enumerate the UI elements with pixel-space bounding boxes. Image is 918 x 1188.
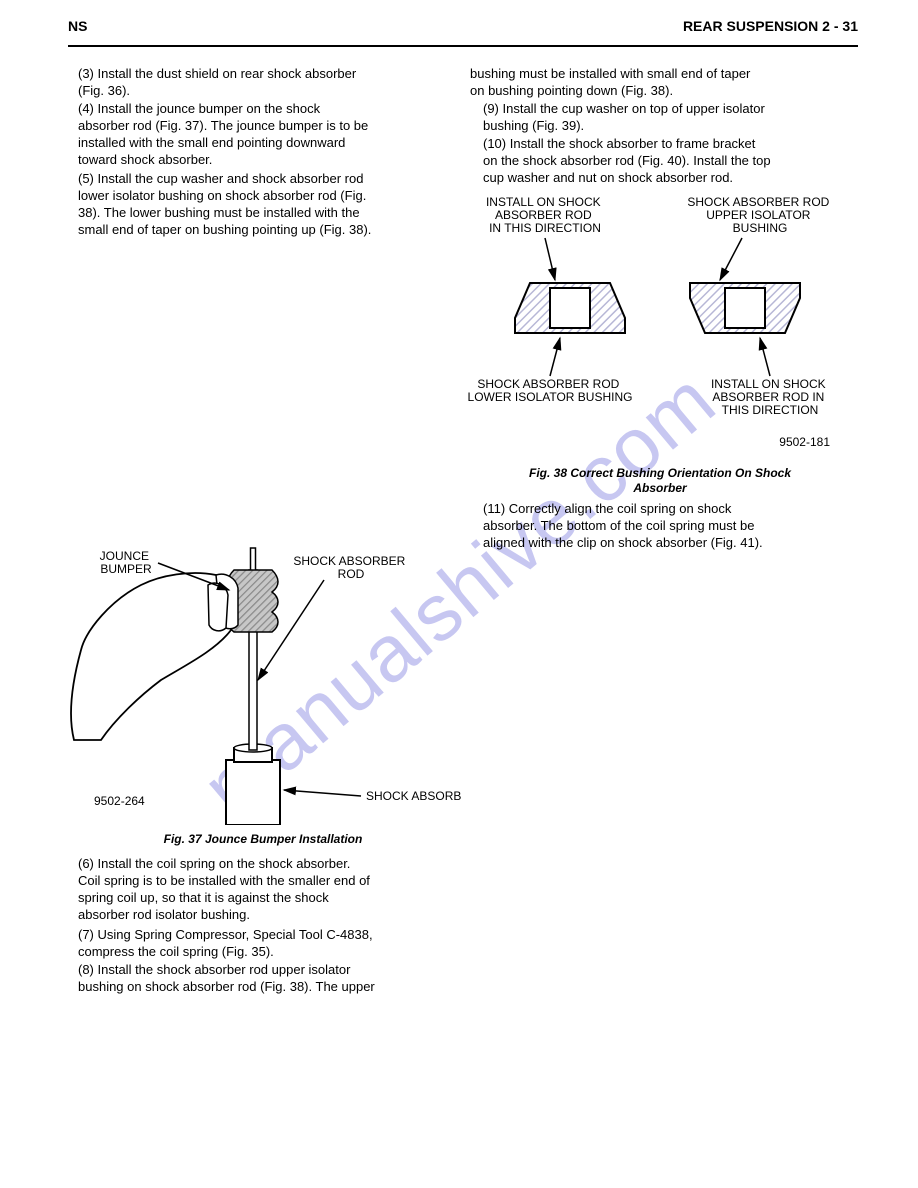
body-p10: (11) Correctly align the coil spring on …: [483, 500, 763, 551]
body-p7: bushing must be installed with small end…: [470, 65, 750, 99]
body-p8: (9) Install the cup washer on top of upp…: [483, 100, 765, 134]
body-p2: (4) Install the jounce bumper on the sho…: [78, 100, 368, 168]
svg-text:SHOCK ABSORBER ROD UPPER I: SHOCK ABSORBER ROD UPPER ISOLATOR BUSHIN…: [687, 195, 832, 235]
page-header: NS REAR SUSPENSION 2 - 31: [68, 18, 858, 34]
header-left: NS: [68, 18, 87, 34]
svg-text:INSTALL ON SHOCK ABSORBER: INSTALL ON SHOCK ABSORBER ROD IN THIS DI…: [486, 195, 604, 235]
body-p1: (3) Install the dust shield on rear shoc…: [78, 65, 356, 99]
svg-text:SHOCK ABSORBER ROD LOWER I: SHOCK ABSORBER ROD LOWER ISOLATOR BUSHIN…: [468, 377, 633, 404]
fig37-diagram: JOUNCE BUMPER SHOCK ABSORBER ROD SHOCK A…: [66, 530, 461, 825]
body-p6: (8) Install the shock absorber rod upper…: [78, 961, 375, 995]
svg-text:INSTALL ON SHOCK ABSORBER: INSTALL ON SHOCK ABSORBER ROD IN THIS DI…: [711, 377, 829, 417]
svg-text:9502-264: 9502-264: [94, 794, 145, 808]
header-rule: [68, 45, 858, 47]
body-p9: (10) Install the shock absorber to frame…: [483, 135, 771, 186]
body-p5: (7) Using Spring Compressor, Special Too…: [78, 926, 373, 960]
svg-text:9502-181: 9502-181: [779, 435, 830, 449]
svg-text:SHOCK ABSORBER: SHOCK ABSORBER: [366, 789, 461, 803]
body-p4: (6) Install the coil spring on the shock…: [78, 855, 370, 923]
svg-text:SHOCK ABSORBER ROD: SHOCK ABSORBER ROD: [293, 554, 408, 581]
header-right: REAR SUSPENSION 2 - 31: [683, 18, 858, 34]
svg-text:JOUNCE BUMPER: JOUNCE BUMPER: [100, 549, 153, 576]
fig38-diagram: INSTALL ON SHOCK ABSORBER ROD IN THIS DI…: [460, 188, 855, 463]
body-p3: (5) Install the cup washer and shock abs…: [78, 170, 371, 238]
fig38-caption: Fig. 38 Correct Bushing Orientation On S…: [470, 466, 850, 496]
fig37-caption: Fig. 37 Jounce Bumper Installation: [68, 832, 458, 846]
